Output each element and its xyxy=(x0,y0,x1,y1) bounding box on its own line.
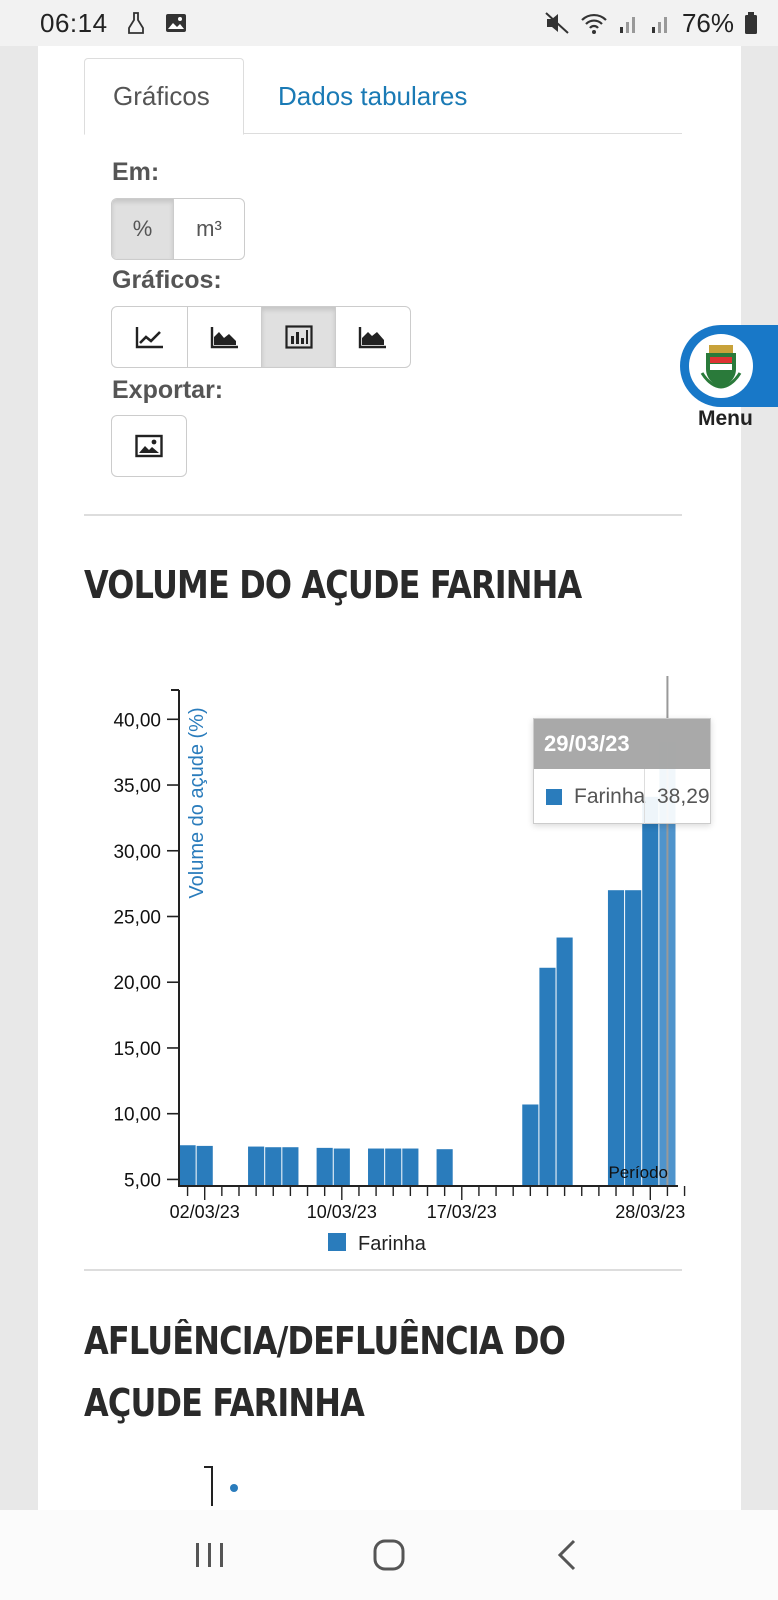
next-chart-axis xyxy=(204,1466,238,1506)
bar-chart-icon xyxy=(284,325,313,349)
chart-bar xyxy=(436,1149,453,1186)
unit-toggle: % m³ xyxy=(111,198,245,260)
y-tick-label: 10,00 xyxy=(113,1105,161,1126)
chart-tooltip: 29/03/23 Farinha 38,29 xyxy=(533,718,711,824)
chart-bar xyxy=(316,1147,333,1186)
x-tick-label: 02/03/23 xyxy=(170,1202,240,1222)
y-tick-label: 5,00 xyxy=(124,1170,161,1191)
section2-title-line2: AÇUDE FARINHA xyxy=(84,1381,365,1425)
export-group xyxy=(111,415,187,477)
tab-dados-tabulares[interactable]: Dados tabulares xyxy=(278,81,468,111)
x-tick-label: 17/03/23 xyxy=(427,1202,497,1222)
tooltip-date: 29/03/23 xyxy=(534,719,710,769)
chart-bar xyxy=(522,1104,539,1186)
x-tick-label: 28/03/23 xyxy=(615,1202,685,1222)
battery-icon xyxy=(744,11,758,35)
back-icon[interactable] xyxy=(550,1537,586,1573)
unit-percent-button[interactable]: % xyxy=(112,199,174,259)
x-axis-label: Período xyxy=(608,1163,668,1182)
y-tick-label: 30,00 xyxy=(113,842,161,863)
menu-button[interactable]: Menu xyxy=(680,325,778,435)
mute-icon xyxy=(544,11,570,35)
chart-section-title: VOLUME DO AÇUDE FARINHA xyxy=(84,563,582,607)
tooltip-value: 38,29 xyxy=(657,784,710,808)
page-content: Gráficos Dados tabulares Em: % m³ Gráfic… xyxy=(38,46,741,1510)
android-nav-bar xyxy=(0,1510,778,1600)
chart-bar xyxy=(642,796,659,1186)
y-axis-label: Volume do açude (%) xyxy=(186,707,208,898)
state-crest-icon xyxy=(700,345,742,389)
divider xyxy=(84,1269,682,1271)
clock: 06:14 xyxy=(40,7,108,38)
chart-type-toggle xyxy=(111,306,411,368)
export-label: Exportar: xyxy=(112,376,224,404)
area-chart-button[interactable] xyxy=(188,307,262,367)
unit-m3-button[interactable]: m³ xyxy=(196,216,222,241)
tab-graficos[interactable]: Gráficos xyxy=(84,58,244,135)
section2-title-line1: AFLUÊNCIA/DEFLUÊNCIA DO xyxy=(84,1319,566,1363)
x-tick-label: 10/03/23 xyxy=(307,1202,377,1222)
chart-bar xyxy=(539,967,556,1186)
cleaning-icon xyxy=(124,11,148,35)
stacked-area-icon xyxy=(358,327,386,349)
chart-bar xyxy=(385,1148,402,1186)
battery-percent: 76% xyxy=(681,7,734,38)
y-tick-label: 40,00 xyxy=(113,710,161,731)
line-chart-icon xyxy=(135,327,163,349)
stacked-area-button[interactable] xyxy=(336,307,410,367)
legend-label: Farinha xyxy=(358,1233,427,1255)
area-chart-icon xyxy=(210,327,238,349)
chart-bar xyxy=(625,890,642,1186)
chart-bar xyxy=(282,1147,299,1186)
y-tick-label: 20,00 xyxy=(113,973,161,994)
wifi-icon xyxy=(580,11,608,35)
chart-bar xyxy=(196,1145,213,1186)
tooltip-swatch xyxy=(546,788,562,805)
chart-bar xyxy=(179,1145,196,1186)
y-tick-label: 25,00 xyxy=(113,907,161,928)
legend-swatch xyxy=(328,1233,346,1251)
home-icon[interactable] xyxy=(371,1537,407,1573)
export-image-button[interactable] xyxy=(112,416,186,476)
chart-bar xyxy=(556,937,573,1186)
bar-chart-button[interactable] xyxy=(262,307,336,367)
menu-label: Menu xyxy=(698,407,753,430)
unit-label: Em: xyxy=(112,158,160,186)
image-icon xyxy=(164,11,188,35)
chart-bar xyxy=(265,1147,282,1186)
chart-bar xyxy=(248,1146,265,1186)
chart-bar xyxy=(607,890,625,1186)
signal-icon xyxy=(618,11,640,35)
chart-bar xyxy=(333,1148,350,1186)
recent-apps-icon[interactable] xyxy=(192,1540,228,1570)
line-chart-button[interactable] xyxy=(112,307,188,367)
tooltip-series: Farinha xyxy=(574,784,646,808)
status-bar: 06:14 76% xyxy=(0,0,778,46)
y-tick-label: 35,00 xyxy=(113,776,161,797)
image-icon xyxy=(135,434,163,458)
tab-bar: Gráficos Dados tabulares xyxy=(84,58,682,135)
y-tick-label: 15,00 xyxy=(113,1039,161,1060)
volume-bar-chart[interactable]: 5,00 10,00 15,00 20,00 25,00 30,00 35,00 40,00 V… xyxy=(38,636,741,1256)
divider xyxy=(84,514,682,516)
chart-type-label: Gráficos: xyxy=(112,266,222,294)
chart-bar xyxy=(368,1148,385,1186)
chart-bar xyxy=(402,1148,419,1186)
signal-icon xyxy=(650,11,672,35)
